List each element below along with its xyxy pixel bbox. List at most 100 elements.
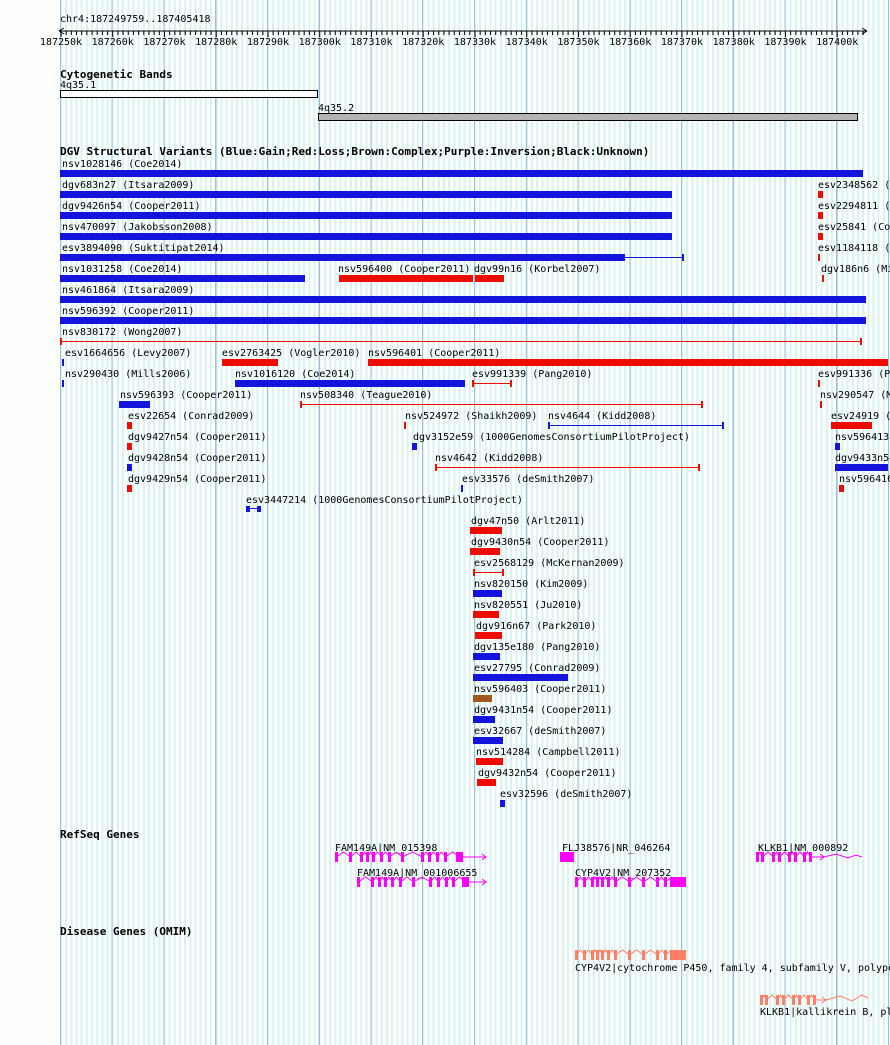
variant-label[interactable]: dgv9431n54 (Cooper2011) [474, 705, 613, 716]
variant-label[interactable]: nsv514284 (Campbell2011) [476, 747, 621, 758]
variant-label[interactable]: dgv3152e59 (1000GenomesConsortiumPilotPr… [413, 432, 690, 443]
variant-bar[interactable] [473, 716, 495, 723]
variant-bar[interactable] [60, 170, 863, 177]
variant-label[interactable]: nsv1028146 (Coe2014) [62, 159, 183, 170]
variant-label[interactable]: nsv470097 (Jakobsson2008) [62, 222, 213, 233]
variant-label[interactable]: dgv9427n54 (Cooper2011) [128, 432, 267, 443]
variant-whisker-line[interactable] [472, 383, 512, 384]
variant-bar[interactable] [119, 401, 150, 408]
variant-bar[interactable] [222, 359, 278, 366]
variant-label[interactable]: nsv596403 (Cooper2011) [474, 684, 607, 695]
variant-label[interactable]: esv1184118 (I [818, 243, 890, 254]
variant-label[interactable]: nsv596393 (Cooper2011) [120, 390, 253, 401]
variant-bar[interactable] [473, 653, 500, 660]
variant-bar[interactable] [339, 275, 473, 282]
gene-glyph[interactable] [355, 876, 490, 888]
variant-tick[interactable] [62, 380, 64, 387]
variant-label[interactable]: nsv596392 (Cooper2011) [62, 306, 195, 317]
variant-bar[interactable] [831, 422, 872, 429]
variant-label[interactable]: esv32667 (deSmith2007) [474, 726, 607, 737]
variant-whisker-line[interactable] [435, 467, 700, 468]
variant-square[interactable] [839, 485, 844, 492]
gene-label[interactable]: KLKB1|kallikrein B, pl [760, 1007, 890, 1018]
gene-glyph[interactable] [573, 948, 690, 961]
variant-label[interactable]: esv27795 (Conrad2009) [474, 663, 601, 674]
gene-label[interactable]: FLJ38576|NR_046264 [562, 843, 671, 854]
gene-glyph[interactable] [754, 850, 866, 863]
variant-label[interactable]: nsv461864 (Itsara2009) [62, 285, 195, 296]
variant-label[interactable]: esv3447214 (1000GenomesConsortiumPilotPr… [246, 495, 523, 506]
variant-bar[interactable] [477, 779, 496, 786]
variant-label[interactable]: esv25841 (Con [818, 222, 890, 233]
variant-label[interactable]: dgv683n27 (Itsara2009) [62, 180, 195, 191]
variant-bar[interactable] [368, 359, 888, 366]
variant-label[interactable]: nsv290430 (Mills2006) [65, 369, 192, 380]
variant-tick[interactable] [818, 254, 820, 261]
variant-label[interactable]: nsv1016120 (Coe2014) [235, 369, 356, 380]
variant-label[interactable]: dgv9428n54 (Cooper2011) [128, 453, 267, 464]
variant-bar[interactable] [60, 275, 305, 282]
variant-bar[interactable] [475, 275, 504, 282]
variant-label[interactable]: esv3894090 (Suktitipat2014) [62, 243, 225, 254]
variant-bar[interactable] [473, 737, 503, 744]
variant-label[interactable]: dgv9430n54 (Cooper2011) [471, 537, 610, 548]
gene-label[interactable]: CYP4V2|cytochrome P450, family 4, subfam… [575, 963, 890, 974]
variant-tick[interactable] [62, 359, 64, 366]
variant-label[interactable]: esv2294811 (B [818, 201, 890, 212]
gene-glyph[interactable] [558, 851, 578, 863]
variant-label[interactable]: nsv4644 (Kidd2008) [548, 411, 657, 422]
variant-label[interactable]: dgv916n67 (Park2010) [476, 621, 597, 632]
variant-bar[interactable] [473, 590, 502, 597]
variant-label[interactable]: esv1664656 (Levy2007) [65, 348, 192, 359]
variant-square[interactable] [500, 800, 505, 807]
variant-label[interactable]: esv2568129 (McKernan2009) [474, 558, 625, 569]
variant-square[interactable] [127, 422, 132, 429]
variant-whisker-line[interactable] [548, 425, 724, 426]
variant-tick[interactable] [404, 422, 406, 429]
variant-square[interactable] [246, 506, 250, 512]
variant-bar[interactable] [473, 695, 492, 702]
variant-square[interactable] [412, 443, 417, 450]
variant-label[interactable]: esv33576 (deSmith2007) [462, 474, 595, 485]
variant-bar[interactable] [476, 758, 503, 765]
variant-label[interactable]: esv991336 (P [818, 369, 890, 380]
variant-bar[interactable] [470, 527, 502, 534]
variant-label[interactable]: nsv596401 (Cooper2011) [368, 348, 501, 359]
variant-bar[interactable] [475, 632, 502, 639]
gene-label[interactable]: FAM149A|NM_015398 [335, 843, 438, 854]
gene-glyph[interactable] [573, 875, 690, 888]
variant-label[interactable]: nsv596400 (Cooper2011) [338, 264, 471, 275]
variant-label[interactable]: nsv830172 (Wong2007) [62, 327, 183, 338]
cytoband-box[interactable] [318, 113, 858, 121]
variant-label[interactable]: nsv1031258 (Coe2014) [62, 264, 183, 275]
gene-glyph[interactable] [758, 993, 872, 1006]
variant-square[interactable] [835, 443, 840, 450]
variant-square[interactable] [818, 191, 823, 198]
variant-label[interactable]: nsv820551 (Ju2010) [474, 600, 583, 611]
variant-label[interactable]: nsv524972 (Shaikh2009) [405, 411, 538, 422]
gene-label[interactable]: KLKB1|NM_000892 [758, 843, 849, 854]
gene-label[interactable]: CYP4V2|NM_207352 [575, 868, 672, 879]
gene-label[interactable]: FAM149A|NM_001006655 [357, 868, 478, 879]
variant-label[interactable]: dgv99n16 (Korbel2007) [474, 264, 601, 275]
variant-square[interactable] [818, 212, 823, 219]
variant-bar[interactable] [60, 254, 625, 261]
variant-label[interactable]: dgv9429n54 (Cooper2011) [128, 474, 267, 485]
variant-square[interactable] [127, 443, 132, 450]
variant-label[interactable]: dgv9426n54 (Cooper2011) [62, 201, 201, 212]
variant-label[interactable]: esv2348562 (B [818, 180, 890, 191]
variant-bar[interactable] [60, 317, 866, 324]
variant-label[interactable]: dgv186n6 (Mi [821, 264, 890, 275]
variant-label[interactable]: esv24919 (C [831, 411, 890, 422]
variant-square[interactable] [127, 464, 132, 471]
variant-label[interactable]: nsv820150 (Kim2009) [474, 579, 589, 590]
variant-bar[interactable] [60, 212, 672, 219]
variant-bar[interactable] [60, 191, 672, 198]
variant-label[interactable]: dgv9433n54 ( [835, 453, 890, 464]
variant-label[interactable]: dgv9432n54 (Cooper2011) [478, 768, 617, 779]
variant-label[interactable]: nsv596416 ( [839, 474, 890, 485]
variant-label[interactable]: dgv47n50 (Arlt2011) [471, 516, 586, 527]
variant-square[interactable] [127, 485, 132, 492]
variant-bar[interactable] [473, 611, 499, 618]
variant-bar[interactable] [473, 674, 568, 681]
